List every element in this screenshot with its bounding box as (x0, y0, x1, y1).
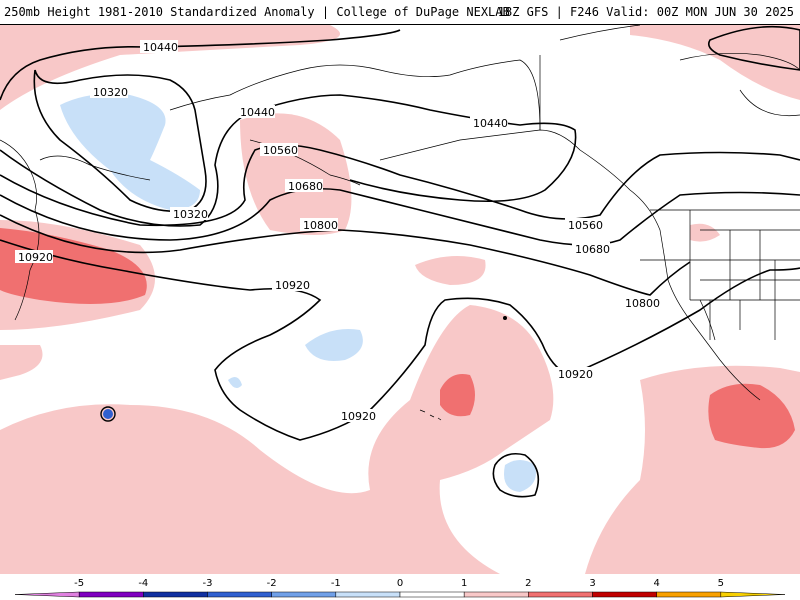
grid-marker (503, 316, 507, 320)
negative-anomaly-strong (100, 406, 116, 422)
contour-label: 10920 (558, 368, 593, 381)
contour-label: 10920 (275, 279, 310, 292)
contour-label: 10320 (173, 208, 208, 221)
map-header: 250mb Height 1981-2010 Standardized Anom… (0, 0, 800, 25)
legend-ticks: -5 -4 -3 -2 -1 0 1 2 3 4 5 (74, 578, 724, 589)
color-legend: -5 -4 -3 -2 -1 0 1 2 3 4 5 (0, 574, 800, 600)
legend-swatch (14, 591, 80, 598)
contour-label: 10800 (625, 297, 660, 310)
legend-tick-label: 5 (718, 578, 724, 589)
contour-label: 10440 (143, 41, 178, 54)
contour-label: 10680 (575, 243, 610, 256)
contour-label: 10680 (288, 180, 323, 193)
legend-tick-label: 1 (461, 578, 467, 589)
negative-anomaly-light (60, 93, 536, 492)
legend-swatch (720, 591, 786, 598)
legend-tick-label: -3 (203, 578, 213, 589)
contour-label: 10560 (568, 219, 603, 232)
anomaly-map: 10440 10320 10440 10560 10680 10800 1092… (0, 25, 800, 574)
contour-label: 10440 (473, 117, 508, 130)
legend-tick-label: 3 (589, 578, 595, 589)
legend-tick-label: 4 (653, 578, 659, 589)
legend-tick-label: -2 (267, 578, 277, 589)
legend-swatch (528, 591, 593, 598)
model-valid-time: 18Z GFS | F246 Valid: 00Z MON JUN 30 202… (497, 5, 794, 19)
legend-swatch (592, 591, 657, 598)
legend-swatch (399, 591, 465, 598)
legend-swatch (463, 591, 529, 598)
contour-label: 10320 (93, 86, 128, 99)
legend-tick-label: 2 (525, 578, 531, 589)
legend-tick-label: -4 (138, 578, 148, 589)
legend-swatch (78, 591, 144, 598)
legend-tick-label: 0 (397, 578, 403, 589)
legend-swatch (335, 591, 401, 598)
contour-labels: 10440 10320 10440 10560 10680 10800 1092… (15, 40, 660, 423)
legend-bar (14, 591, 786, 598)
positive-anomaly-strong (0, 228, 795, 449)
legend-swatch (271, 591, 337, 598)
legend-swatch (656, 591, 722, 598)
political-borders (539, 55, 800, 340)
legend-tick-label: -5 (74, 578, 84, 589)
contour-label: 10440 (240, 106, 275, 119)
legend-tick-label: -1 (331, 578, 341, 589)
legend-swatch (207, 591, 272, 598)
coastlines (0, 25, 800, 421)
contour-label: 10920 (18, 251, 53, 264)
contour-label: 10920 (341, 410, 376, 423)
legend-swatch (143, 591, 208, 598)
contour-label: 10800 (303, 219, 338, 232)
map-title: 250mb Height 1981-2010 Standardized Anom… (4, 5, 510, 19)
contour-label: 10560 (263, 144, 298, 157)
